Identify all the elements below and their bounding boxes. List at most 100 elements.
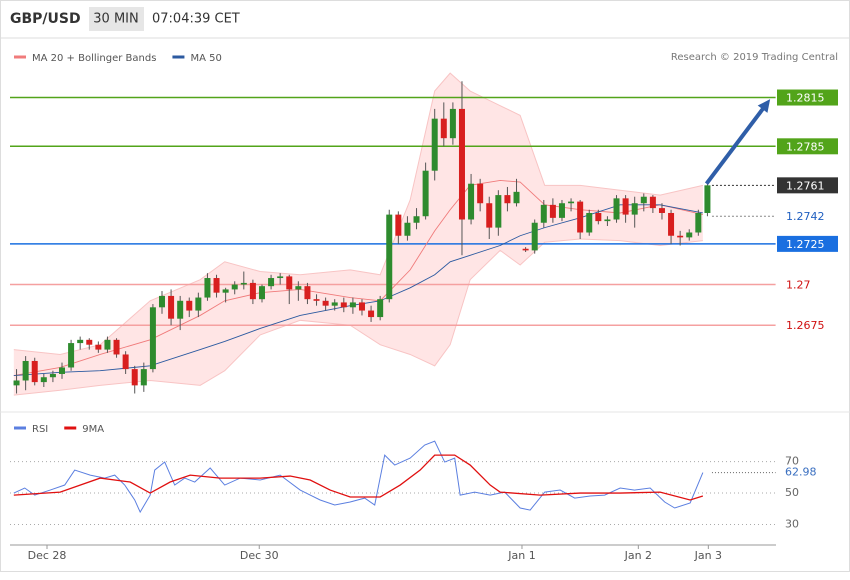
candle-body xyxy=(40,377,47,383)
level-label-box xyxy=(777,89,838,106)
candle-body xyxy=(31,360,38,383)
candle-body xyxy=(49,373,56,378)
time: 07:04:39 CET xyxy=(152,12,240,27)
candle-body xyxy=(331,302,338,306)
candle-body xyxy=(222,289,229,293)
candle-body xyxy=(313,299,320,301)
level-label-box xyxy=(777,235,838,252)
candle-body xyxy=(668,212,675,236)
candle-body xyxy=(158,295,165,308)
candle-body xyxy=(204,278,211,298)
y-tick-label: 30 xyxy=(785,518,799,531)
level-label-box xyxy=(777,208,838,225)
candle-body xyxy=(622,198,629,215)
candle-body xyxy=(122,354,129,370)
interval: 30 MIN xyxy=(93,12,138,27)
y-tick-label: 70 xyxy=(785,455,799,468)
candle-body xyxy=(140,369,147,386)
candle-body xyxy=(504,195,511,204)
candle-body xyxy=(168,295,175,319)
x-tick-label: Jan 2 xyxy=(624,549,652,562)
arrow-shaft xyxy=(704,104,767,185)
level-label: 1.2785 xyxy=(786,140,825,153)
candle-body xyxy=(440,118,447,139)
level-label: 1.2742 xyxy=(786,210,825,223)
ma-line xyxy=(13,204,703,377)
candle-body xyxy=(58,367,65,374)
candle-body xyxy=(704,185,711,213)
candle-body xyxy=(586,212,593,233)
candle-body xyxy=(468,183,475,220)
candle-body xyxy=(340,302,347,308)
candle-body xyxy=(413,216,420,223)
candle-body xyxy=(431,118,438,171)
candle-body xyxy=(522,248,529,251)
arrow-head xyxy=(757,99,771,113)
level-label: 1.2675 xyxy=(786,319,825,332)
candle-body xyxy=(186,300,193,311)
ma-line xyxy=(13,180,703,377)
candle-body xyxy=(249,282,256,300)
candle-body xyxy=(495,195,502,228)
candle-body xyxy=(486,203,493,228)
candle-body xyxy=(404,222,411,236)
level-label-box xyxy=(777,317,838,334)
candle-body xyxy=(295,286,302,290)
y-tick-label: 50 xyxy=(785,486,799,499)
legend-label: RSI xyxy=(32,424,48,435)
candle-body xyxy=(540,204,547,223)
candle-body xyxy=(95,344,102,350)
candle-body xyxy=(77,339,84,344)
candle-body xyxy=(640,196,647,204)
level-label: 1.2761 xyxy=(786,179,825,192)
candle-body xyxy=(631,203,638,215)
candle-body xyxy=(349,302,356,308)
candle-body xyxy=(513,191,520,204)
candle-body xyxy=(258,286,265,300)
candle-body xyxy=(177,300,184,319)
candle-body xyxy=(104,339,111,350)
candle-body xyxy=(322,300,329,306)
band-fill xyxy=(13,73,703,396)
candle-body xyxy=(604,219,611,222)
interval-box xyxy=(89,7,144,31)
candle-body xyxy=(13,380,20,386)
candle-body xyxy=(449,108,456,139)
candle-body xyxy=(686,232,693,238)
level-label-box xyxy=(777,276,838,293)
level-label-box xyxy=(777,138,838,155)
level-label: 1.27 xyxy=(786,279,811,292)
candle-body xyxy=(195,297,202,311)
candle-body xyxy=(658,208,665,213)
candle-body xyxy=(286,276,293,290)
x-tick-label: Dec 28 xyxy=(28,549,67,562)
candle-body xyxy=(358,302,365,311)
candle-body xyxy=(304,286,311,300)
symbol: GBP/USD xyxy=(10,11,81,27)
x-tick-label: Jan 1 xyxy=(507,549,535,562)
credit: Research © 2019 Trading Central xyxy=(671,52,838,63)
candle-body xyxy=(240,282,247,285)
candle-body xyxy=(131,369,138,386)
candle-body xyxy=(377,299,384,318)
candle-body xyxy=(149,307,156,370)
candle-body xyxy=(549,204,556,218)
x-tick-label: Jan 3 xyxy=(694,549,722,562)
candle-body xyxy=(368,310,375,318)
candle-body xyxy=(531,222,538,251)
candle-body xyxy=(595,212,602,222)
candle-body xyxy=(568,201,575,204)
candle-body xyxy=(213,278,220,293)
candle-body xyxy=(231,284,238,290)
candle-body xyxy=(395,214,402,236)
level-label: 1.2725 xyxy=(786,238,825,251)
candle-body xyxy=(613,198,620,220)
candle-body xyxy=(86,339,93,345)
candle-body xyxy=(477,183,484,204)
candle-body xyxy=(22,360,29,381)
candle-body xyxy=(558,203,565,218)
level-label: 1.2815 xyxy=(786,92,825,105)
candle-body xyxy=(386,214,393,300)
candle-body xyxy=(577,201,584,233)
